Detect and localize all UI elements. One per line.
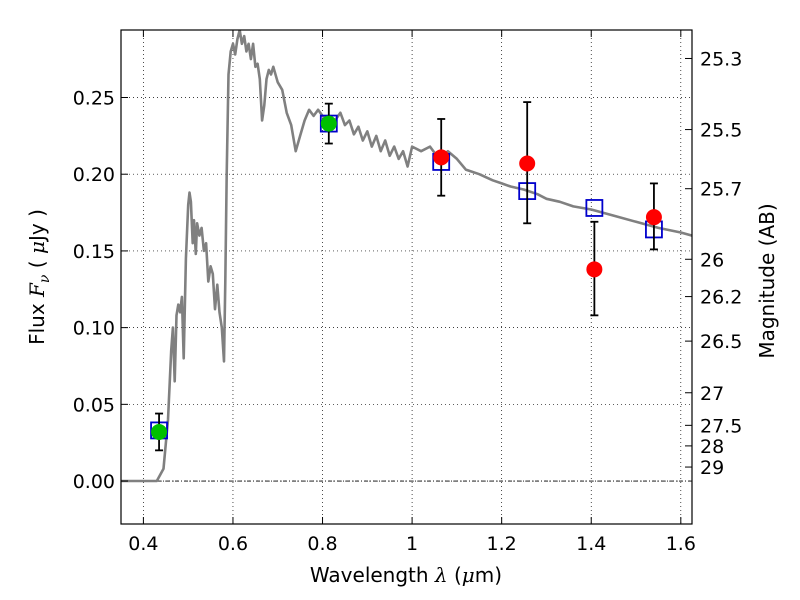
x-tick-label: 0.4 (128, 533, 158, 555)
x-tick-label: 1.2 (487, 533, 517, 555)
sed-model-curve (121, 30, 692, 483)
plot-area (121, 30, 692, 483)
x-tick-label: 1.4 (576, 533, 606, 555)
y-axis-label: Flux Fν ( μJy ) (25, 209, 53, 345)
mag-tick-label: 25.3 (700, 48, 742, 70)
mag-tick-label: 29 (700, 457, 724, 479)
observed-nir-point (645, 209, 662, 226)
mag-tick-label: 26.2 (700, 287, 742, 309)
observed-nir-point (519, 155, 536, 172)
mag-tick-label: 28 (700, 436, 724, 458)
plot-frame (120, 29, 693, 525)
y-tick-label: 0.00 (73, 471, 115, 493)
model-photometry-square (585, 199, 604, 217)
mag-tick-label: 26 (700, 249, 724, 271)
x-tick-label: 1 (406, 533, 418, 555)
y-tick-label: 0.25 (73, 88, 115, 110)
grid (121, 30, 692, 524)
observed-optical-point (151, 423, 168, 440)
y-tick-label: 0.10 (73, 318, 115, 340)
ticks: 0.4 0.6 0.8 1 1.2 1.4 1.6 0.00 0.05 0.10 0.15 0.20 0… (73, 30, 742, 555)
mag-tick-label: 26.5 (700, 331, 742, 353)
x-tick-label: 0.8 (307, 533, 337, 555)
mag-tick-label: 27.5 (700, 415, 742, 437)
y-tick-label: 0.15 (73, 241, 115, 263)
y-tick-label: 0.05 (73, 394, 115, 416)
x-tick-label: 1.6 (666, 533, 696, 555)
mag-tick-label: 25.5 (700, 120, 742, 142)
x-axis-label: Wavelength λ (μm) (310, 563, 502, 587)
observed-nir-point (433, 149, 450, 166)
mag-tick-label: 25.7 (700, 179, 742, 201)
x-tick-label: 0.6 (218, 533, 248, 555)
mag-tick-label: 27 (700, 383, 724, 405)
observed-nir-point (586, 261, 603, 278)
y2-axis-label: Magnitude (AB) (755, 203, 779, 358)
observed-optical-point (320, 115, 337, 132)
y-tick-label: 0.20 (73, 164, 115, 186)
